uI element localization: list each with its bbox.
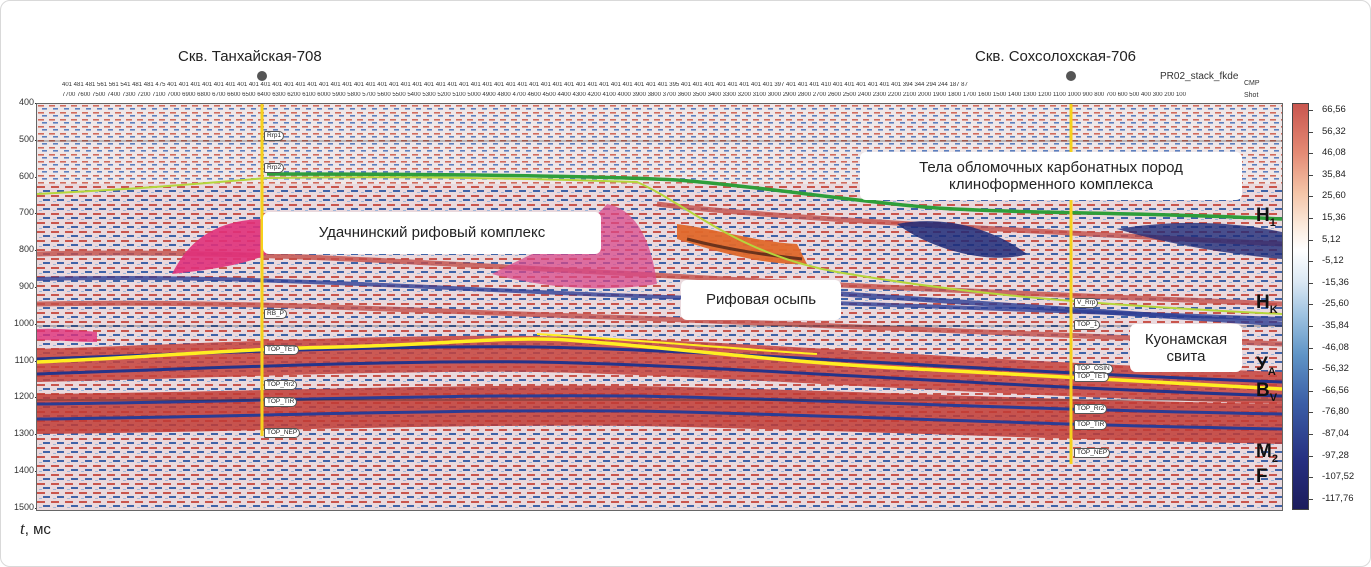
- time-tick-label: 600: [18, 170, 34, 181]
- colorbar-tick: [1308, 455, 1313, 457]
- horizon-label: M2: [1256, 441, 1278, 465]
- processing-label: PR02_stack_fkde: [1160, 71, 1239, 82]
- colorbar-tick-label: -5,12: [1322, 255, 1344, 267]
- colorbar-tick: [1308, 282, 1313, 284]
- colorbar-tick-label: 46,08: [1322, 147, 1346, 159]
- well-marker-left: TOP_NEP: [264, 428, 301, 438]
- horizon-label: HK: [1256, 292, 1278, 316]
- colorbar-tick: [1308, 434, 1313, 435]
- time-tick-label: 1200: [13, 391, 34, 402]
- colorbar-tick-label: 25,60: [1322, 190, 1346, 202]
- well-marker-right: V_Rrp: [1074, 298, 1099, 308]
- horizon-label: BV: [1256, 380, 1278, 404]
- well-marker-right: TOP_NEP: [1074, 448, 1111, 458]
- colorbar-tick-label: -46,08: [1322, 341, 1349, 353]
- time-tick-label: 1300: [13, 428, 34, 439]
- horizon-label: H1: [1256, 205, 1276, 229]
- shot-header-label: Shot: [1244, 92, 1259, 99]
- amplitude-colorbar: [1292, 103, 1309, 510]
- callout-reef-complex: Удачнинский рифовый комплекс: [263, 212, 601, 254]
- colorbar-tick-label: -107,52: [1322, 471, 1355, 483]
- colorbar-tick: [1308, 347, 1313, 349]
- colorbar-tick-label: 56,32: [1322, 125, 1346, 137]
- horizon-label: F: [1256, 466, 1268, 487]
- colorbar-tick-label: -97,28: [1322, 449, 1349, 461]
- colorbar-tick-label: -25,60: [1322, 298, 1349, 310]
- cmp-number-row: 401 481 481 561 561 541 481 481 475 401 …: [62, 82, 968, 88]
- time-tick-label: 1400: [13, 465, 34, 475]
- callout-kuonamka: Куонамская свита: [1130, 324, 1242, 372]
- colorbar-tick-label: -56,32: [1322, 363, 1349, 375]
- colorbar-tick-label: -15,36: [1322, 276, 1349, 288]
- colorbar-tick: [1308, 239, 1313, 241]
- colorbar-tick: [1308, 477, 1313, 479]
- colorbar-tick-label: 5,12: [1322, 233, 1341, 245]
- colorbar-tick: [1308, 412, 1313, 414]
- well-marker-right: TOP_Rr2: [1074, 404, 1108, 414]
- well-marker-left: TOP_TIR: [264, 397, 298, 407]
- colorbar-tick-label: -66,56: [1322, 384, 1349, 396]
- time-tick-label: 1100: [14, 354, 34, 365]
- colorbar-tick: [1308, 304, 1313, 306]
- colorbar-tick: [1308, 131, 1313, 133]
- colorbar-tick-label: 15,36: [1322, 212, 1346, 223]
- colorbar-tick: [1308, 326, 1313, 327]
- shot-number-row: 7700 7600 7500 7400 7300 7200 7100 7000 …: [62, 92, 1186, 98]
- time-axis-label: t, мс: [20, 519, 51, 538]
- well-marker-left: TOP_Rr2: [264, 380, 298, 390]
- time-tick-label: 800: [18, 244, 34, 255]
- well-marker-left: Rrp2: [264, 163, 285, 173]
- well-marker-dot-right: [1066, 71, 1076, 81]
- colorbar-tick-label: 66,56: [1322, 104, 1346, 115]
- colorbar-tick-label: -35,84: [1322, 320, 1349, 331]
- colorbar-tick: [1308, 110, 1313, 111]
- colorbar-tick-label: -117,76: [1322, 492, 1354, 504]
- well-marker-left: TOP_TET: [264, 345, 300, 355]
- horizon-line-h1: [266, 172, 1282, 221]
- well-marker-dot-left: [257, 71, 267, 81]
- time-tick-label: 900: [18, 281, 34, 291]
- time-tick-label: 700: [18, 207, 34, 218]
- cmp-header-label: CMP: [1244, 80, 1260, 87]
- colorbar-tick-label: -87,04: [1322, 428, 1349, 439]
- reef-body: [172, 219, 267, 274]
- colorbar-tick: [1308, 218, 1313, 219]
- horizon-line-hk: [37, 176, 1282, 315]
- well-title-right: Скв. Сохсолохская-706: [975, 48, 1137, 65]
- colorbar-tick: [1308, 261, 1313, 263]
- well-marker-right: TOP_TET: [1074, 372, 1110, 382]
- horizon-line-ua: [37, 337, 1282, 391]
- colorbar-tick: [1308, 498, 1313, 500]
- colorbar-tick: [1308, 153, 1313, 155]
- colorbar-tick: [1308, 174, 1313, 176]
- well-marker-right: TOP_TIR: [1074, 420, 1108, 430]
- time-tick-label: 1500: [13, 501, 34, 512]
- callout-clastic-bodies: Тела обломочных карбонатных пород клинофо…: [860, 152, 1242, 200]
- horizon-label: УA: [1256, 354, 1276, 378]
- time-tick-label: 500: [18, 133, 34, 144]
- colorbar-tick: [1308, 196, 1313, 198]
- well-title-left: Скв. Танхайская-708: [178, 48, 322, 65]
- time-tick-label: 400: [18, 97, 34, 107]
- well-marker-left: Rrp1: [264, 131, 285, 141]
- time-tick-label: 1000: [13, 317, 34, 328]
- well-marker-right: TOP_1: [1074, 320, 1101, 330]
- colorbar-tick-label: -76,80: [1322, 406, 1349, 418]
- callout-reef-talus: Рифовая осыпь: [681, 280, 841, 320]
- colorbar-tick-label: 35,84: [1322, 168, 1346, 180]
- colorbar-tick: [1308, 390, 1313, 392]
- well-marker-left: RB_P: [264, 309, 287, 319]
- colorbar-tick: [1308, 369, 1313, 371]
